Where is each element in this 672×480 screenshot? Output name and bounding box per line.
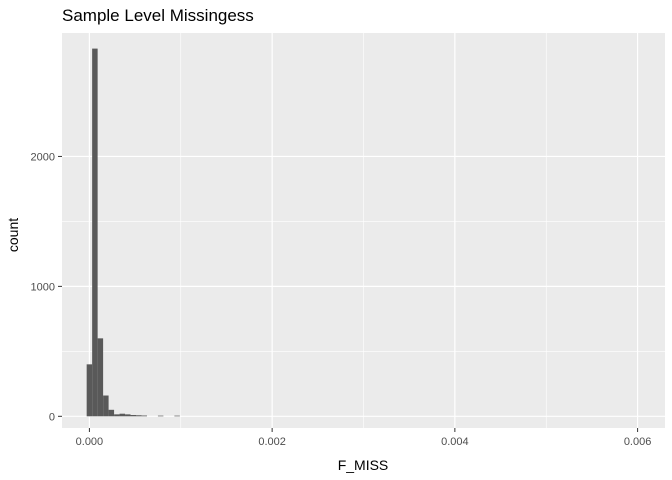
y-axis-title: count xyxy=(5,218,21,252)
histogram-bar xyxy=(108,409,115,417)
histogram-bar xyxy=(157,415,164,417)
x-tick-label: 0.002 xyxy=(258,436,286,448)
histogram-bar xyxy=(103,395,109,417)
histogram-bar xyxy=(86,364,93,417)
histogram-bar xyxy=(119,413,126,417)
histogram-bar xyxy=(141,415,147,417)
y-tick-label: 1000 xyxy=(31,281,55,293)
histogram-bar xyxy=(125,414,131,417)
y-axis-ticks: 0 1000 2000 xyxy=(31,151,62,423)
minor-gridlines xyxy=(62,33,665,428)
histogram-bar xyxy=(136,415,142,417)
x-axis-title: F_MISS xyxy=(338,457,389,473)
histogram-bar xyxy=(97,338,104,417)
x-tick-label: 0.006 xyxy=(624,436,652,448)
histogram-bar xyxy=(114,414,120,417)
y-tick-label: 0 xyxy=(49,411,55,423)
chart-title: Sample Level Missingess xyxy=(62,6,254,25)
histogram-bar xyxy=(174,415,180,417)
x-axis-ticks: 0.000 0.002 0.004 0.006 xyxy=(76,428,652,448)
x-tick-label: 0.000 xyxy=(76,436,104,448)
histogram-bars xyxy=(86,48,180,417)
x-tick-label: 0.004 xyxy=(441,436,469,448)
histogram-bar xyxy=(92,48,98,417)
histogram-bar xyxy=(130,415,137,417)
y-tick-label: 2000 xyxy=(31,151,55,163)
major-gridlines xyxy=(62,33,665,428)
